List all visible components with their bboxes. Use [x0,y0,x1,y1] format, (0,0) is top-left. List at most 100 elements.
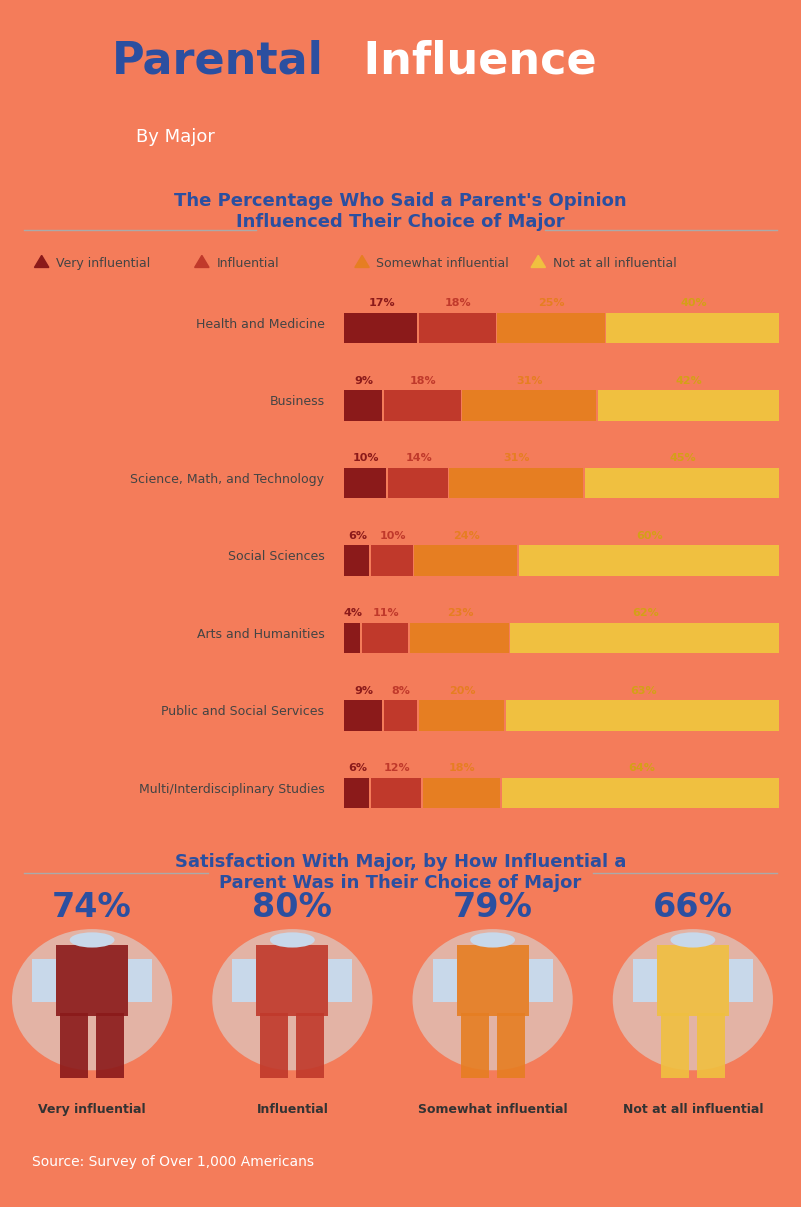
Bar [510,623,779,653]
Text: 40%: 40% [680,298,707,308]
Text: 31%: 31% [517,375,543,386]
Text: Multi/Interdisciplinary Studies: Multi/Interdisciplinary Studies [139,783,324,795]
Text: 45%: 45% [670,454,696,463]
FancyBboxPatch shape [633,958,657,1002]
Text: Not at all influential: Not at all influential [553,257,676,270]
Text: 18%: 18% [445,298,471,308]
Ellipse shape [12,929,172,1071]
Bar [506,700,779,730]
Text: Public and Social Services: Public and Social Services [162,705,324,718]
Bar [344,779,369,809]
FancyBboxPatch shape [461,1014,489,1079]
Bar [344,313,417,343]
Text: Health and Medicine: Health and Medicine [195,317,324,331]
FancyBboxPatch shape [96,1014,124,1079]
Ellipse shape [613,929,773,1071]
Text: 20%: 20% [449,686,476,695]
FancyBboxPatch shape [32,958,56,1002]
Bar [414,546,517,576]
FancyBboxPatch shape [232,958,256,1002]
Circle shape [670,932,715,947]
Ellipse shape [212,929,372,1071]
Text: Source: Survey of Over 1,000 Americans: Source: Survey of Over 1,000 Americans [32,1155,314,1168]
Text: Influential: Influential [256,1103,328,1116]
Text: 31%: 31% [504,454,530,463]
Bar [462,390,596,420]
Text: 17%: 17% [368,298,395,308]
Text: Arts and Humanities: Arts and Humanities [197,628,324,641]
Polygon shape [355,256,369,268]
Bar [388,468,448,498]
Text: 64%: 64% [628,763,654,774]
Bar [384,390,461,420]
Text: Social Sciences: Social Sciences [227,550,324,564]
Bar [344,623,360,653]
Text: Very influential: Very influential [38,1103,146,1116]
Text: 62%: 62% [632,608,659,618]
Circle shape [70,932,115,947]
Text: 10%: 10% [353,454,380,463]
Text: 66%: 66% [653,891,733,925]
Bar [419,700,505,730]
Text: 25%: 25% [538,298,565,308]
Text: 74%: 74% [52,891,132,925]
FancyBboxPatch shape [657,945,729,1016]
Text: Parental: Parental [112,40,324,83]
FancyBboxPatch shape [661,1014,689,1079]
Text: By Major: By Major [136,128,215,146]
Text: 60%: 60% [637,531,663,541]
Bar [344,700,382,730]
Text: Not at all influential: Not at all influential [622,1103,763,1116]
Text: 42%: 42% [676,375,702,386]
Text: 63%: 63% [630,686,657,695]
Bar [598,390,779,420]
Text: 12%: 12% [384,763,410,774]
Bar [419,313,496,343]
FancyBboxPatch shape [433,958,457,1002]
Text: Influence: Influence [348,40,597,83]
Text: 11%: 11% [372,608,399,618]
Text: 6%: 6% [348,763,367,774]
Bar [606,313,779,343]
Circle shape [470,932,515,947]
Bar [371,779,421,809]
Text: 4%: 4% [344,608,363,618]
Bar [497,313,605,343]
Polygon shape [531,256,545,268]
Bar [585,468,779,498]
Text: 23%: 23% [447,608,473,618]
Text: 80%: 80% [252,891,332,925]
Text: Somewhat influential: Somewhat influential [376,257,509,270]
Text: 14%: 14% [405,454,432,463]
FancyBboxPatch shape [296,1014,324,1079]
Text: 79%: 79% [453,891,533,925]
Polygon shape [195,256,209,268]
Text: Influential: Influential [216,257,279,270]
Polygon shape [34,256,49,268]
FancyBboxPatch shape [529,958,553,1002]
FancyBboxPatch shape [729,958,753,1002]
Bar [410,623,509,653]
Bar [501,779,779,809]
Text: 18%: 18% [409,375,437,386]
Text: 8%: 8% [392,686,411,695]
Text: 18%: 18% [449,763,476,774]
Text: 9%: 9% [355,686,373,695]
FancyBboxPatch shape [256,945,328,1016]
Text: Business: Business [269,396,324,408]
Bar [423,779,500,809]
FancyBboxPatch shape [328,958,352,1002]
Circle shape [270,932,315,947]
FancyBboxPatch shape [497,1014,525,1079]
FancyBboxPatch shape [697,1014,725,1079]
Text: 9%: 9% [355,375,373,386]
Text: Science, Math, and Technology: Science, Math, and Technology [131,473,324,486]
Bar [371,546,413,576]
FancyBboxPatch shape [260,1014,288,1079]
Bar [449,468,583,498]
FancyBboxPatch shape [128,958,152,1002]
Text: The Percentage Who Said a Parent's Opinion
Influenced Their Choice of Major: The Percentage Who Said a Parent's Opini… [174,192,627,231]
Bar [344,546,369,576]
Text: Somewhat influential: Somewhat influential [418,1103,567,1116]
Bar [384,700,417,730]
